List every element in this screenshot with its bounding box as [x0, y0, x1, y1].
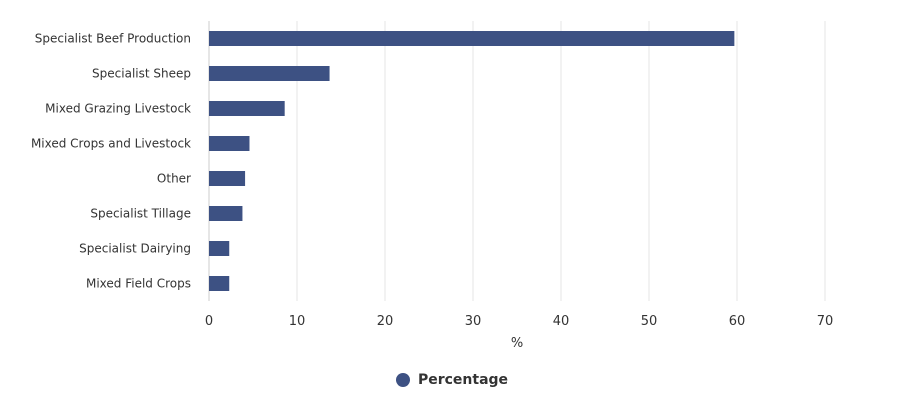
- x-tick-label: 40: [553, 314, 570, 329]
- category-label: Other: [157, 172, 191, 186]
- category-labels: Specialist Beef Production Specialist She…: [31, 32, 191, 291]
- x-tick-label: 10: [289, 314, 306, 329]
- x-tick-label: 70: [817, 314, 834, 329]
- category-label: Specialist Tillage: [90, 207, 191, 221]
- x-tick-label: 0: [205, 314, 213, 329]
- category-label: Specialist Beef Production: [35, 32, 191, 46]
- bar[interactable]: [209, 136, 250, 151]
- category-label: Specialist Sheep: [92, 67, 191, 81]
- category-label: Mixed Crops and Livestock: [31, 137, 191, 151]
- bars: [209, 31, 735, 291]
- legend-swatch-icon: [395, 373, 410, 387]
- x-axis-title: %: [511, 336, 523, 351]
- legend-label: Percentage: [417, 372, 509, 388]
- x-tick-label: 60: [729, 314, 746, 329]
- x-tick-label: 30: [465, 314, 482, 329]
- gridlines: [208, 21, 826, 301]
- category-label: Mixed Grazing Livestock: [45, 102, 191, 116]
- x-tick-labels: 0 10 20 30 40 50 60 70: [205, 314, 833, 329]
- bar[interactable]: [209, 206, 243, 221]
- bar[interactable]: [209, 101, 285, 116]
- bar[interactable]: [209, 31, 735, 46]
- bar-chart: Specialist Beef Production Specialist She…: [31, 21, 833, 351]
- bar[interactable]: [209, 241, 230, 256]
- x-tick-label: 20: [377, 314, 394, 329]
- x-tick-label: 50: [641, 314, 658, 329]
- category-label: Specialist Dairying: [79, 242, 191, 256]
- bar[interactable]: [209, 171, 246, 186]
- bar[interactable]: [209, 66, 330, 81]
- bar[interactable]: [209, 276, 230, 291]
- legend[interactable]: Percentage: [0, 372, 904, 388]
- category-label: Mixed Field Crops: [86, 277, 191, 291]
